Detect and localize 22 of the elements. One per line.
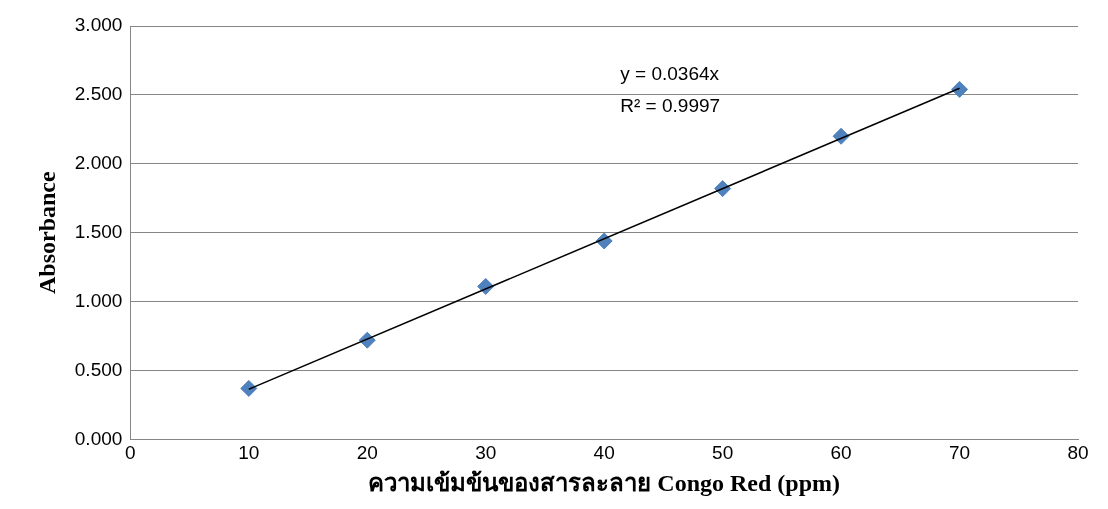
x-tick-label: 0 (125, 442, 136, 464)
y-tick-label: 3.000 (74, 14, 123, 36)
annotation: y = 0.0364x (620, 63, 720, 85)
y-tick-label: 2.500 (74, 83, 123, 105)
y-tick-label: 0.000 (74, 427, 123, 449)
y-tick-label: 1.000 (74, 289, 123, 311)
x-tick-label: 30 (475, 442, 497, 464)
point (951, 80, 969, 98)
y-axis-title: Absorbance (33, 171, 60, 295)
point (240, 379, 258, 397)
x-tick-label: 50 (712, 442, 734, 464)
y-tick-label: 2.000 (74, 152, 123, 174)
y-tick-label: 1.500 (74, 220, 123, 242)
x-tick-label: 20 (356, 442, 378, 464)
x-tick-label: 10 (238, 442, 260, 464)
x-tick-label: 70 (948, 442, 971, 464)
y-tick-label: 0.500 (74, 358, 123, 380)
annotation: R² = 0.9997 (620, 95, 721, 117)
x-tick-label: 80 (1067, 442, 1089, 464)
x-tick-label: 40 (593, 442, 615, 464)
x-axis-title: ความเข้มข้นของสารละลาย Congo Red (ppm) (368, 469, 841, 496)
x-tick-label: 60 (830, 442, 852, 464)
